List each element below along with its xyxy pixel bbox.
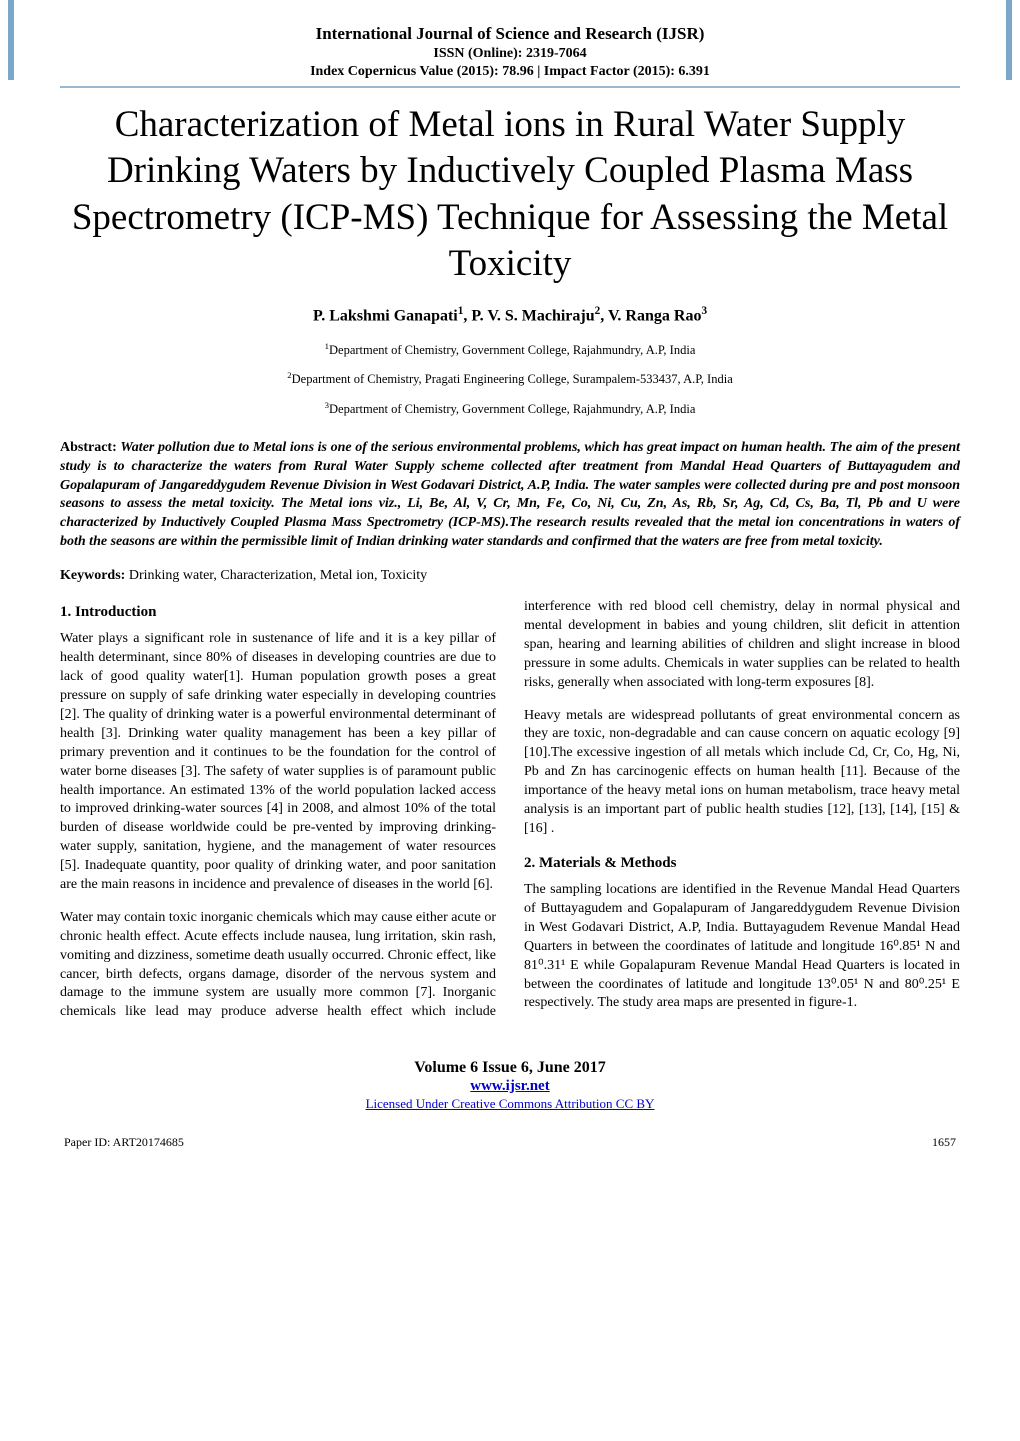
index-line: Index Copernicus Value (2015): 78.96 | I…	[60, 64, 960, 80]
affil-3-text: Department of Chemistry, Government Coll…	[329, 402, 695, 416]
paper-title: Characterization of Metal ions in Rural …	[60, 102, 960, 287]
journal-name: International Journal of Science and Res…	[60, 24, 960, 44]
affiliation-2: 2Department of Chemistry, Pragati Engine…	[60, 370, 960, 387]
author-1-sup: 1	[458, 305, 464, 317]
materials-methods-para-1: The sampling locations are identified in…	[524, 881, 960, 1013]
author-1: P. Lakshmi Ganapati	[313, 307, 458, 324]
author-2: P. V. S. Machiraju	[471, 307, 594, 324]
footer-volume: Volume 6 Issue 6, June 2017	[60, 1059, 960, 1077]
affil-2-text: Department of Chemistry, Pragati Enginee…	[292, 373, 733, 387]
issn-line: ISSN (Online): 2319-7064	[60, 46, 960, 62]
footer-license-link[interactable]: Licensed Under Creative Commons Attribut…	[366, 1096, 655, 1111]
page-footer: Volume 6 Issue 6, June 2017 www.ijsr.net…	[60, 1059, 960, 1113]
keywords-text: Drinking water, Characterization, Metal …	[129, 568, 427, 583]
materials-methods-heading: 2. Materials & Methods	[524, 853, 960, 873]
author-3: V. Ranga Rao	[608, 307, 702, 324]
page-edge-right	[1006, 0, 1012, 80]
affil-1-text: Department of Chemistry, Government Coll…	[329, 343, 695, 357]
affiliation-3: 3Department of Chemistry, Government Col…	[60, 400, 960, 417]
paper-id: Paper ID: ART20174685	[64, 1135, 184, 1150]
header-rule	[60, 86, 960, 88]
abstract-label: Abstract:	[60, 440, 117, 455]
page-container: International Journal of Science and Res…	[0, 0, 1020, 1180]
abstract-block: Abstract: Water pollution due to Metal i…	[60, 439, 960, 552]
body-columns: 1. Introduction Water plays a significan…	[60, 598, 960, 1025]
author-3-sup: 3	[701, 305, 707, 317]
authors-line: P. Lakshmi Ganapati1, P. V. S. Machiraju…	[60, 305, 960, 325]
intro-heading: 1. Introduction	[60, 602, 496, 622]
page-number: 1657	[932, 1135, 956, 1150]
journal-header: International Journal of Science and Res…	[60, 24, 960, 80]
intro-para-3: Heavy metals are widespread pollutants o…	[524, 707, 960, 839]
bottom-bar: Paper ID: ART20174685 1657	[60, 1135, 960, 1150]
keywords-block: Keywords: Drinking water, Characterizati…	[60, 568, 960, 584]
affiliation-1: 1Department of Chemistry, Government Col…	[60, 341, 960, 358]
keywords-label: Keywords:	[60, 568, 125, 583]
footer-url-link[interactable]: www.ijsr.net	[470, 1078, 549, 1094]
page-edge-left	[8, 0, 14, 80]
intro-para-1: Water plays a significant role in susten…	[60, 630, 496, 894]
author-2-sup: 2	[595, 305, 601, 317]
abstract-body: Water pollution due to Metal ions is one…	[60, 440, 960, 549]
